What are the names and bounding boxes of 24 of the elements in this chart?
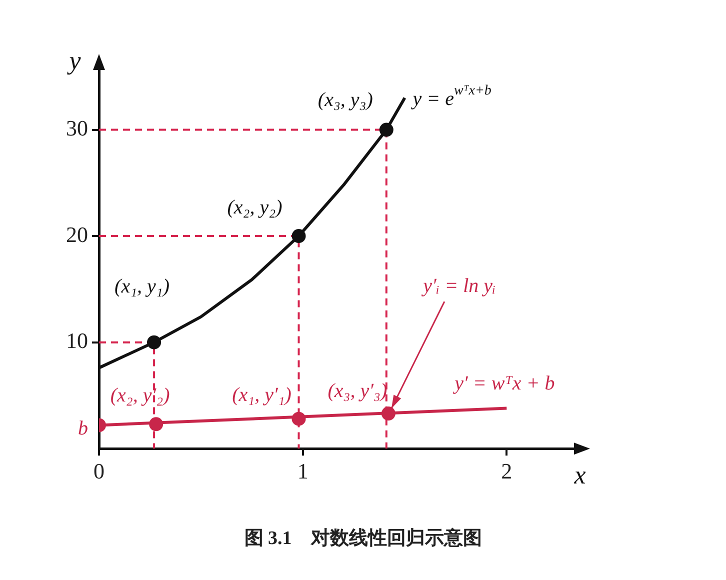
point: [379, 122, 394, 137]
y-tick-label: 30: [66, 116, 88, 141]
y-axis-title: y: [66, 46, 82, 75]
annotation: y′ = wᵀx + b: [452, 372, 555, 394]
annotation: (x₃, y₃): [318, 89, 374, 112]
point: [147, 335, 162, 350]
point: [381, 406, 396, 421]
point: [292, 229, 306, 244]
x-tick-label: 1: [297, 458, 308, 484]
caption: 图 3.1 对数线性回归示意图: [243, 526, 483, 551]
x-tick-label: 2: [501, 458, 512, 484]
point: [149, 417, 164, 432]
annotation: (x₂, y′₂): [110, 384, 170, 406]
annotation: (x₁, y′₁): [232, 384, 292, 406]
x-axis-title: x: [573, 460, 586, 490]
annotation: (x₃, y′₃): [328, 380, 388, 402]
y-tick-label: 20: [66, 222, 88, 247]
annotation: y′ᵢ = ln yᵢ: [421, 274, 496, 297]
x-tick-label: 0: [94, 458, 104, 484]
annotation: b: [78, 417, 88, 440]
y-tick-label: 10: [66, 328, 88, 354]
point: [292, 412, 306, 426]
annotation: (x₂, y₂): [227, 196, 283, 218]
annotation: (x₁, y₁): [114, 276, 170, 298]
